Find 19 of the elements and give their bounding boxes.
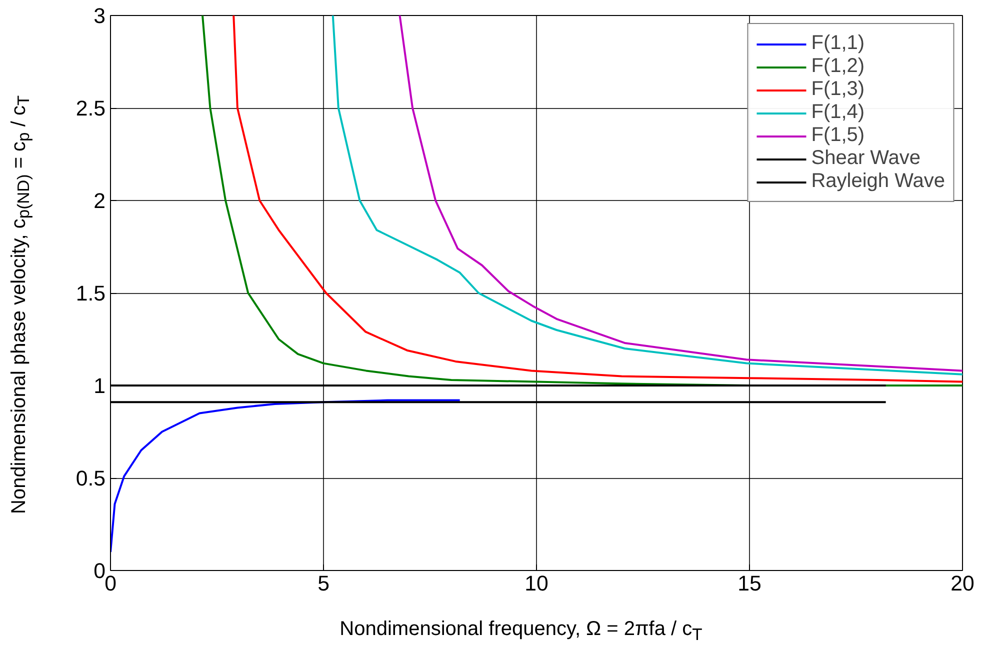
x-tick-label: 15	[738, 572, 762, 596]
legend-label: F(1,5)	[811, 124, 865, 147]
legend-label: F(1,3)	[811, 78, 865, 101]
legend-label: F(1,1)	[811, 32, 865, 55]
x-tick-label: 20	[950, 572, 974, 596]
y-tick-label: 1	[94, 374, 106, 398]
y-tick-label: 2.5	[76, 96, 106, 120]
legend-label: Rayleigh Wave	[811, 170, 945, 193]
legend-label: F(1,4)	[811, 101, 865, 124]
line-series	[110, 399, 461, 553]
y-tick-label: 3	[94, 4, 106, 28]
y-tick-label: 2	[94, 189, 106, 213]
x-tick-label: 10	[524, 572, 548, 596]
x-axis-title: Nondimensional frequency, Ω = 2πfa / c$_{T}$	[338, 617, 704, 646]
y-tick-label: 1.5	[76, 282, 106, 306]
y-tick-label: 0.5	[76, 466, 106, 490]
legend-label: Shear Wave	[811, 147, 921, 170]
legend-label: F(1,2)	[811, 55, 865, 78]
x-tick-label: 5	[318, 572, 330, 596]
